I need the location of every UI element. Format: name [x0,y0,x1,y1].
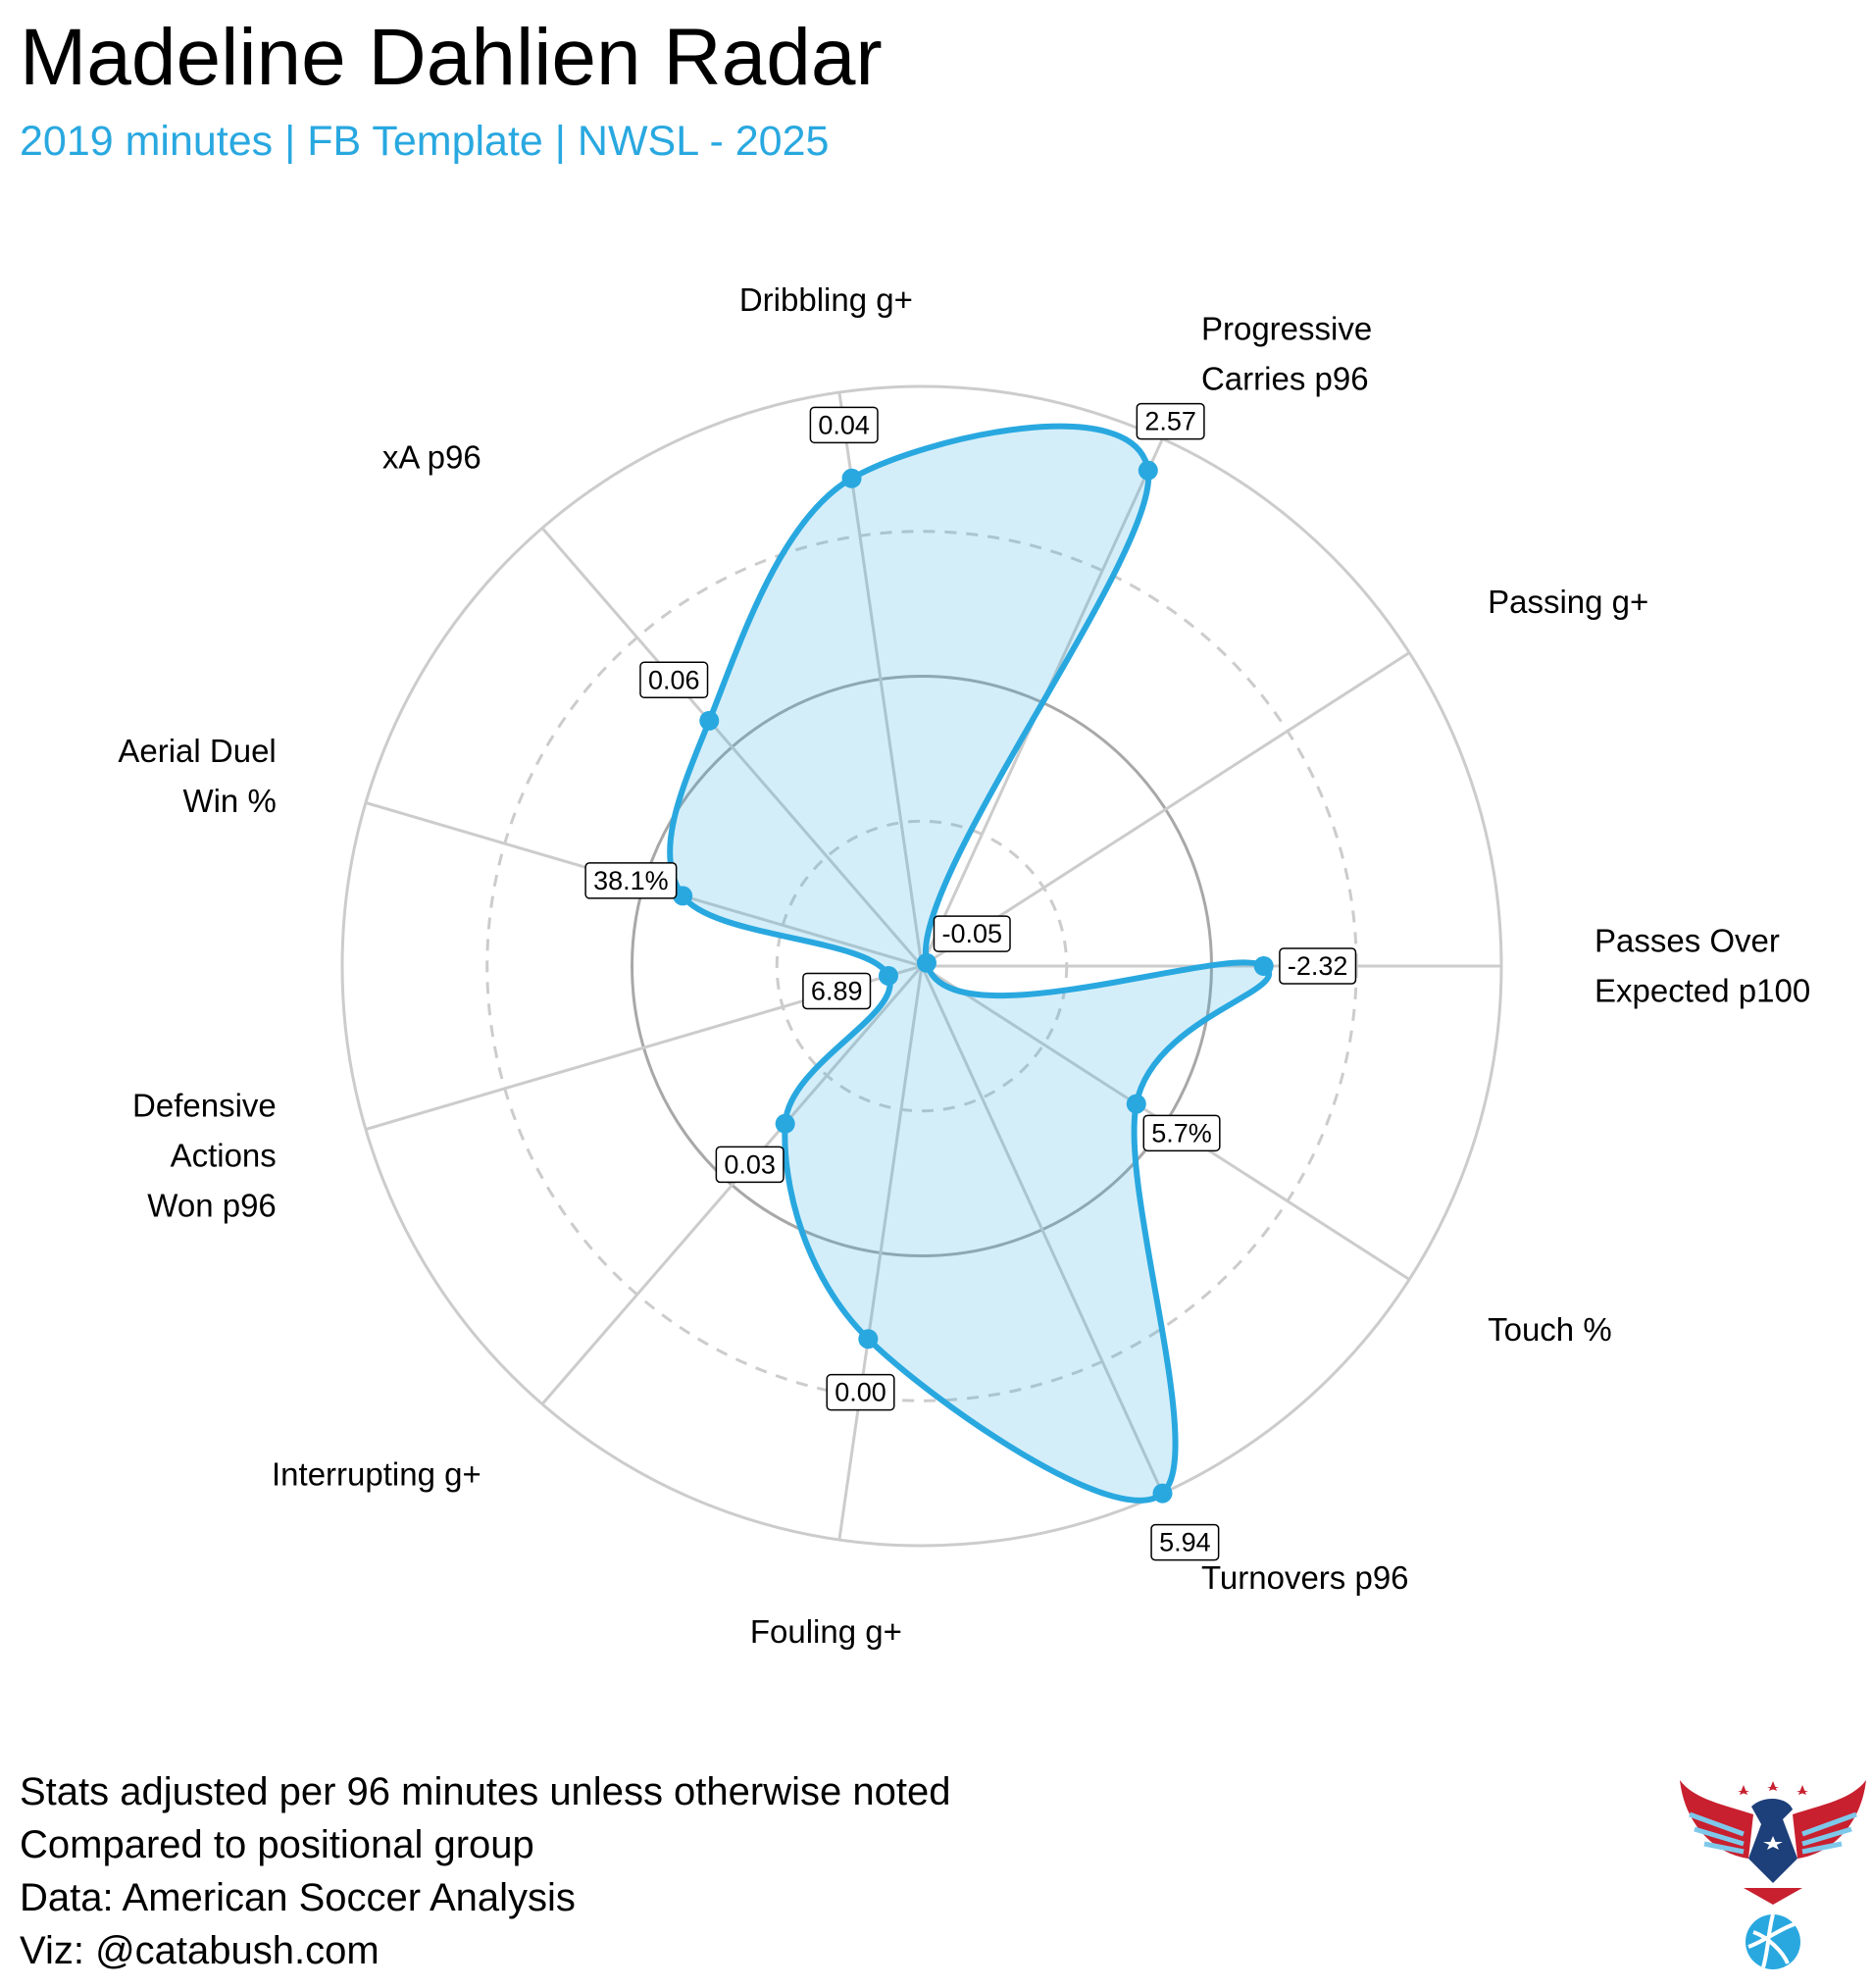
value-label-box [826,1373,895,1411]
data-point [916,952,936,973]
value-label-text: 5.7% [1151,1118,1212,1147]
footnote: Viz: @catabush.com [20,1929,380,1972]
value-label-text: 38.1% [593,866,669,895]
value-label-text: 0.06 [648,665,700,694]
value-label-box [802,972,872,1010]
value-label-box [639,661,709,699]
footnote: Stats adjusted per 96 minutes unless oth… [20,1770,950,1813]
value-label: 5.7% [1142,1114,1221,1152]
axis-label: Dribbling g+ [739,281,913,318]
value-label-box [809,406,879,444]
axis-label: Aerial Duel Win % [118,733,276,819]
spoke [540,965,924,1405]
data-point [1126,1094,1146,1114]
value-label: 0.04 [809,406,879,444]
data-point [878,965,898,986]
value-label-text: -2.32 [1288,951,1348,981]
spoke [921,651,1410,968]
chart-subtitle: 2019 minutes | FB Template | NWSL - 2025 [20,118,829,165]
value-label-box [1150,1523,1220,1561]
value-label-text: 6.89 [811,976,863,1005]
axis-label: xA p96 [382,439,481,476]
value-label: 2.57 [1136,402,1205,440]
logo [1680,1780,1866,1969]
footnote: Compared to positional group [20,1823,534,1866]
chart-title: Madeline Dahlien Radar [20,13,883,102]
data-point [1253,956,1274,976]
data-point [858,1329,879,1350]
data-point [841,468,862,488]
axis-label: Defensive Actions Won p96 [132,1087,277,1223]
axis-label: Touch % [1488,1311,1612,1348]
value-label-text: 0.03 [724,1149,776,1179]
value-label: -2.32 [1279,947,1357,985]
axis-label: Turnovers p96 [1201,1559,1409,1596]
axis-label: Interrupting g+ [272,1455,481,1492]
data-point [699,710,720,731]
axis-label: Progressive Carries p96 [1201,310,1372,396]
value-label: 38.1% [584,862,678,899]
axis-label: Passing g+ [1488,584,1648,620]
value-label: 0.06 [639,661,709,699]
value-label: 5.94 [1150,1523,1220,1561]
spoke [837,965,924,1541]
axis-label: Passes Over Expected p100 [1595,923,1810,1009]
value-label: 0.00 [826,1373,895,1411]
value-label-box [1142,1114,1221,1152]
value-label-box [715,1146,785,1184]
value-label-text: 2.57 [1144,407,1196,436]
axis-label: Fouling g+ [750,1613,902,1650]
value-label: -0.05 [933,915,1011,952]
value-label-box [1136,402,1205,440]
value-label-box [1279,947,1357,985]
radar-area [667,423,1273,1504]
footnote: Data: American Soccer Analysis [20,1876,576,1919]
spoke [920,965,1164,1495]
data-point [1152,1483,1173,1504]
spoke [540,527,924,967]
value-label-text: 0.00 [835,1378,886,1407]
data-point [775,1113,795,1134]
value-label: 6.89 [802,972,872,1010]
data-point [1138,460,1158,481]
value-label: 0.03 [715,1146,785,1184]
value-label-box [933,915,1011,952]
value-label-box [584,862,678,899]
value-label-text: 0.04 [818,410,870,439]
value-label-text: -0.05 [941,919,1002,948]
data-point [673,886,693,906]
value-label-text: 5.94 [1159,1528,1211,1557]
